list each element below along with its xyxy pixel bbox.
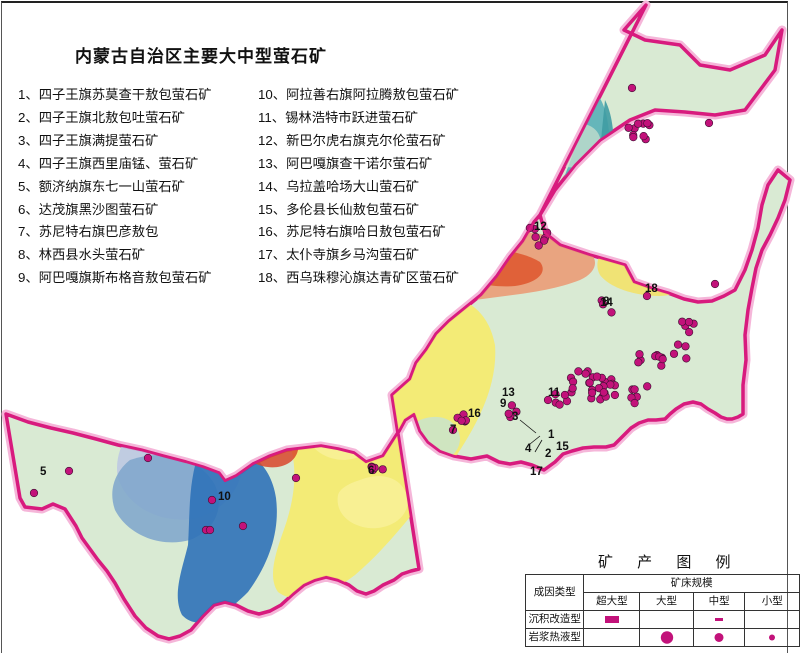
svg-text:12: 12 (534, 221, 547, 233)
svg-text:2: 2 (545, 448, 551, 460)
svg-text:18: 18 (292, 0, 655, 3)
svg-text:8: 8 (603, 296, 610, 308)
svg-text:9: 9 (500, 398, 506, 410)
svg-text:7: 7 (450, 424, 456, 436)
svg-text:6: 6 (368, 465, 374, 477)
svg-text:10: 10 (218, 491, 231, 503)
svg-text:15: 15 (556, 441, 569, 453)
svg-text:16: 16 (468, 408, 481, 420)
svg-text:11: 11 (548, 387, 561, 399)
svg-text:13: 13 (502, 387, 515, 399)
svg-text:1: 1 (548, 429, 555, 441)
svg-text:17: 17 (530, 466, 543, 478)
svg-text:4: 4 (525, 443, 532, 455)
svg-text:18: 18 (645, 283, 658, 295)
svg-text:5: 5 (40, 466, 47, 478)
svg-text:3: 3 (512, 411, 518, 423)
